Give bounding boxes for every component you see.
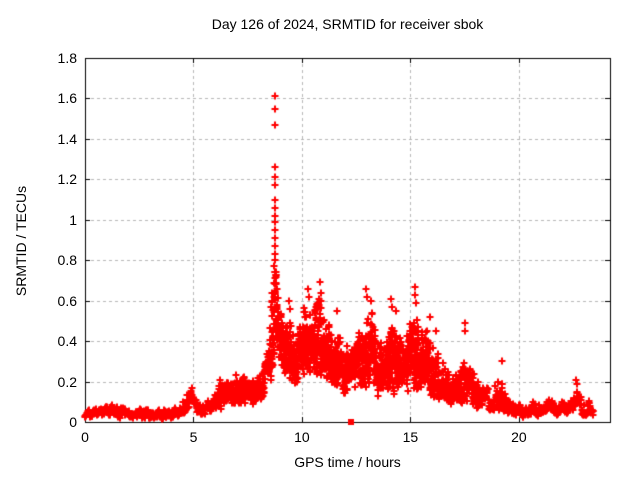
x-axis-label: GPS time / hours bbox=[294, 454, 401, 470]
y-tick-label: 1.2 bbox=[57, 171, 77, 188]
y-tick-label: 0 bbox=[69, 414, 77, 430]
y-tick-label: 1 bbox=[69, 211, 77, 228]
y-axis-label: SRMTID / TECUs bbox=[13, 185, 29, 297]
x-tick-label: 0 bbox=[81, 429, 89, 445]
x-tick-label: 20 bbox=[511, 429, 527, 445]
y-tick-label: 0.2 bbox=[57, 373, 77, 390]
y-tick-label: 1.6 bbox=[57, 90, 77, 107]
y-tick-label: 0.6 bbox=[57, 292, 77, 309]
y-tick-label: 0.4 bbox=[57, 333, 77, 350]
x-tick-label: 15 bbox=[402, 429, 419, 445]
chart-title: Day 126 of 2024, SRMTID for receiver sbo… bbox=[211, 16, 484, 32]
x-tick-label: 5 bbox=[189, 429, 198, 445]
y-tick-label: 1.8 bbox=[57, 50, 77, 66]
y-tick-label: 0.8 bbox=[57, 252, 77, 269]
x-tick-label: 10 bbox=[294, 429, 310, 445]
y-tick-label: 1.4 bbox=[57, 130, 77, 147]
